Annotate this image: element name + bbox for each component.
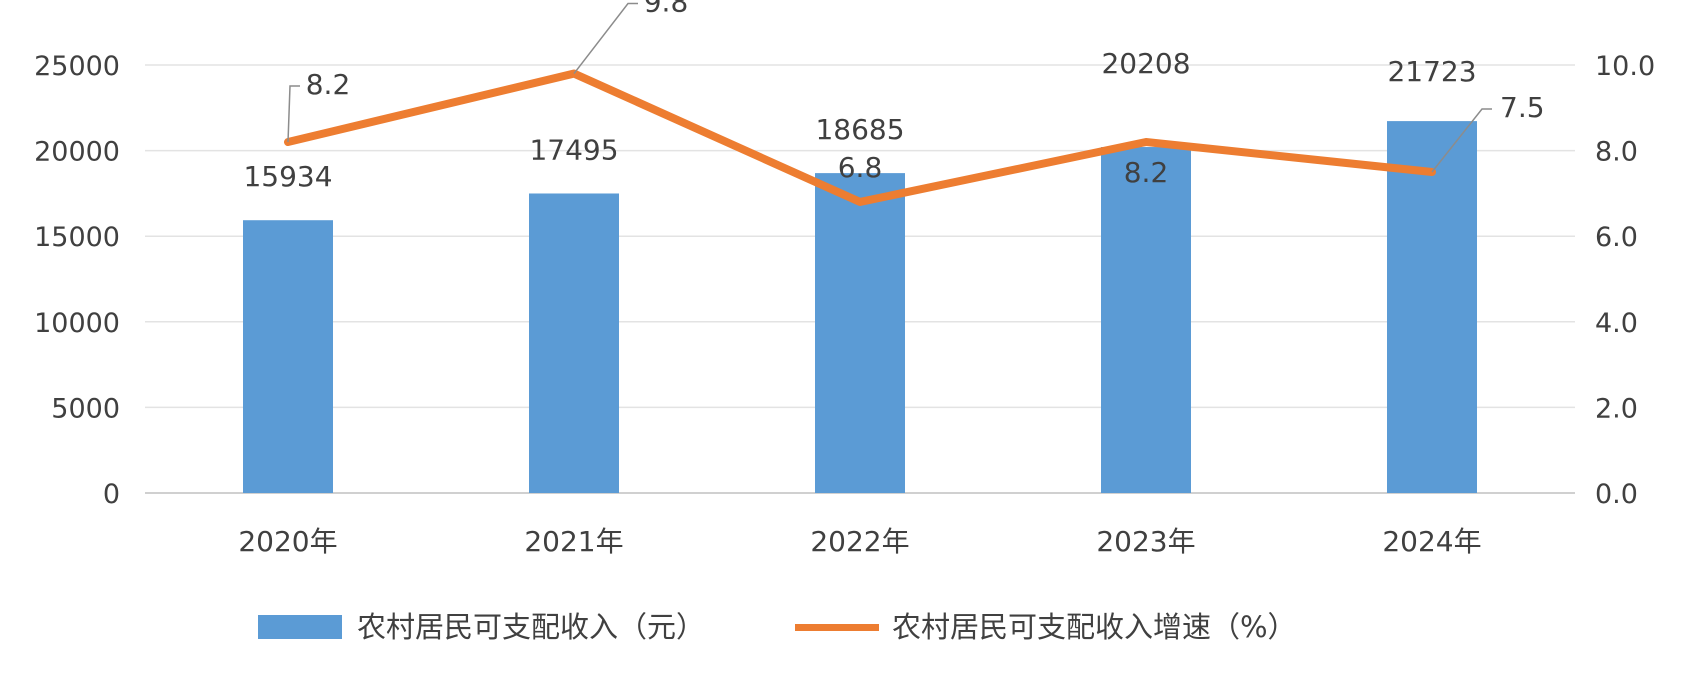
line-series: [284, 69, 1436, 206]
bar: [243, 220, 333, 494]
line-data-label: 6.8: [838, 151, 883, 184]
legend-swatch-bar: [258, 615, 342, 639]
bar-data-labels: 15934 17495 18685 20208 21723: [243, 47, 1476, 193]
x-tick-label: 2022年: [810, 525, 909, 558]
bar: [529, 193, 619, 493]
line-data-labels: 8.2 9.8 6.8 8.2 7.5: [287, 0, 1545, 189]
left-axis: 0 5000 10000 15000 20000 25000: [34, 51, 120, 510]
left-tick-label: 20000: [34, 137, 120, 168]
x-tick-label: 2023年: [1096, 525, 1195, 558]
bar-data-label: 17495: [529, 133, 618, 166]
bar-series: [243, 121, 1477, 494]
left-tick-label: 10000: [34, 308, 120, 339]
line-data-label: 8.2: [1124, 156, 1169, 189]
bar: [1387, 121, 1477, 494]
x-axis: 2020年 2021年 2022年 2023年 2024年: [238, 525, 1481, 558]
leader-line: [287, 85, 300, 143]
bar-data-label: 15934: [243, 160, 332, 193]
bar-data-label: 18685: [815, 113, 904, 146]
right-tick-label: 10.0: [1595, 51, 1655, 82]
right-tick-label: 2.0: [1595, 393, 1638, 424]
left-tick-label: 15000: [34, 222, 120, 253]
x-tick-label: 2020年: [238, 525, 337, 558]
legend-swatch-line: [795, 624, 879, 631]
right-axis: 0.0 2.0 4.0 6.0 8.0 10.0: [1595, 51, 1655, 510]
legend: 农村居民可支配收入（元） 农村居民可支配收入增速（%）: [258, 610, 1297, 644]
line-data-label: 8.2: [306, 68, 351, 101]
leader-line: [1431, 108, 1492, 173]
leader-line: [573, 2, 638, 75]
bar-data-label: 20208: [1101, 47, 1190, 80]
line-data-label: 9.8: [644, 0, 689, 19]
bar: [1101, 147, 1191, 493]
right-tick-label: 4.0: [1595, 308, 1638, 339]
right-tick-label: 8.0: [1595, 137, 1638, 168]
left-tick-label: 5000: [51, 393, 120, 424]
left-tick-label: 25000: [34, 51, 120, 82]
right-tick-label: 0.0: [1595, 479, 1638, 510]
left-tick-label: 0: [103, 479, 120, 510]
right-tick-label: 6.0: [1595, 222, 1638, 253]
bar-data-label: 21723: [1387, 55, 1476, 88]
bar: [815, 173, 905, 493]
legend-label-bar: 农村居民可支配收入（元）: [357, 610, 705, 644]
x-tick-label: 2021年: [524, 525, 623, 558]
legend-label-line: 农村居民可支配收入增速（%）: [892, 610, 1297, 644]
series-line: [284, 69, 1436, 206]
line-data-label: 7.5: [1500, 91, 1545, 124]
x-tick-label: 2024年: [1382, 525, 1481, 558]
